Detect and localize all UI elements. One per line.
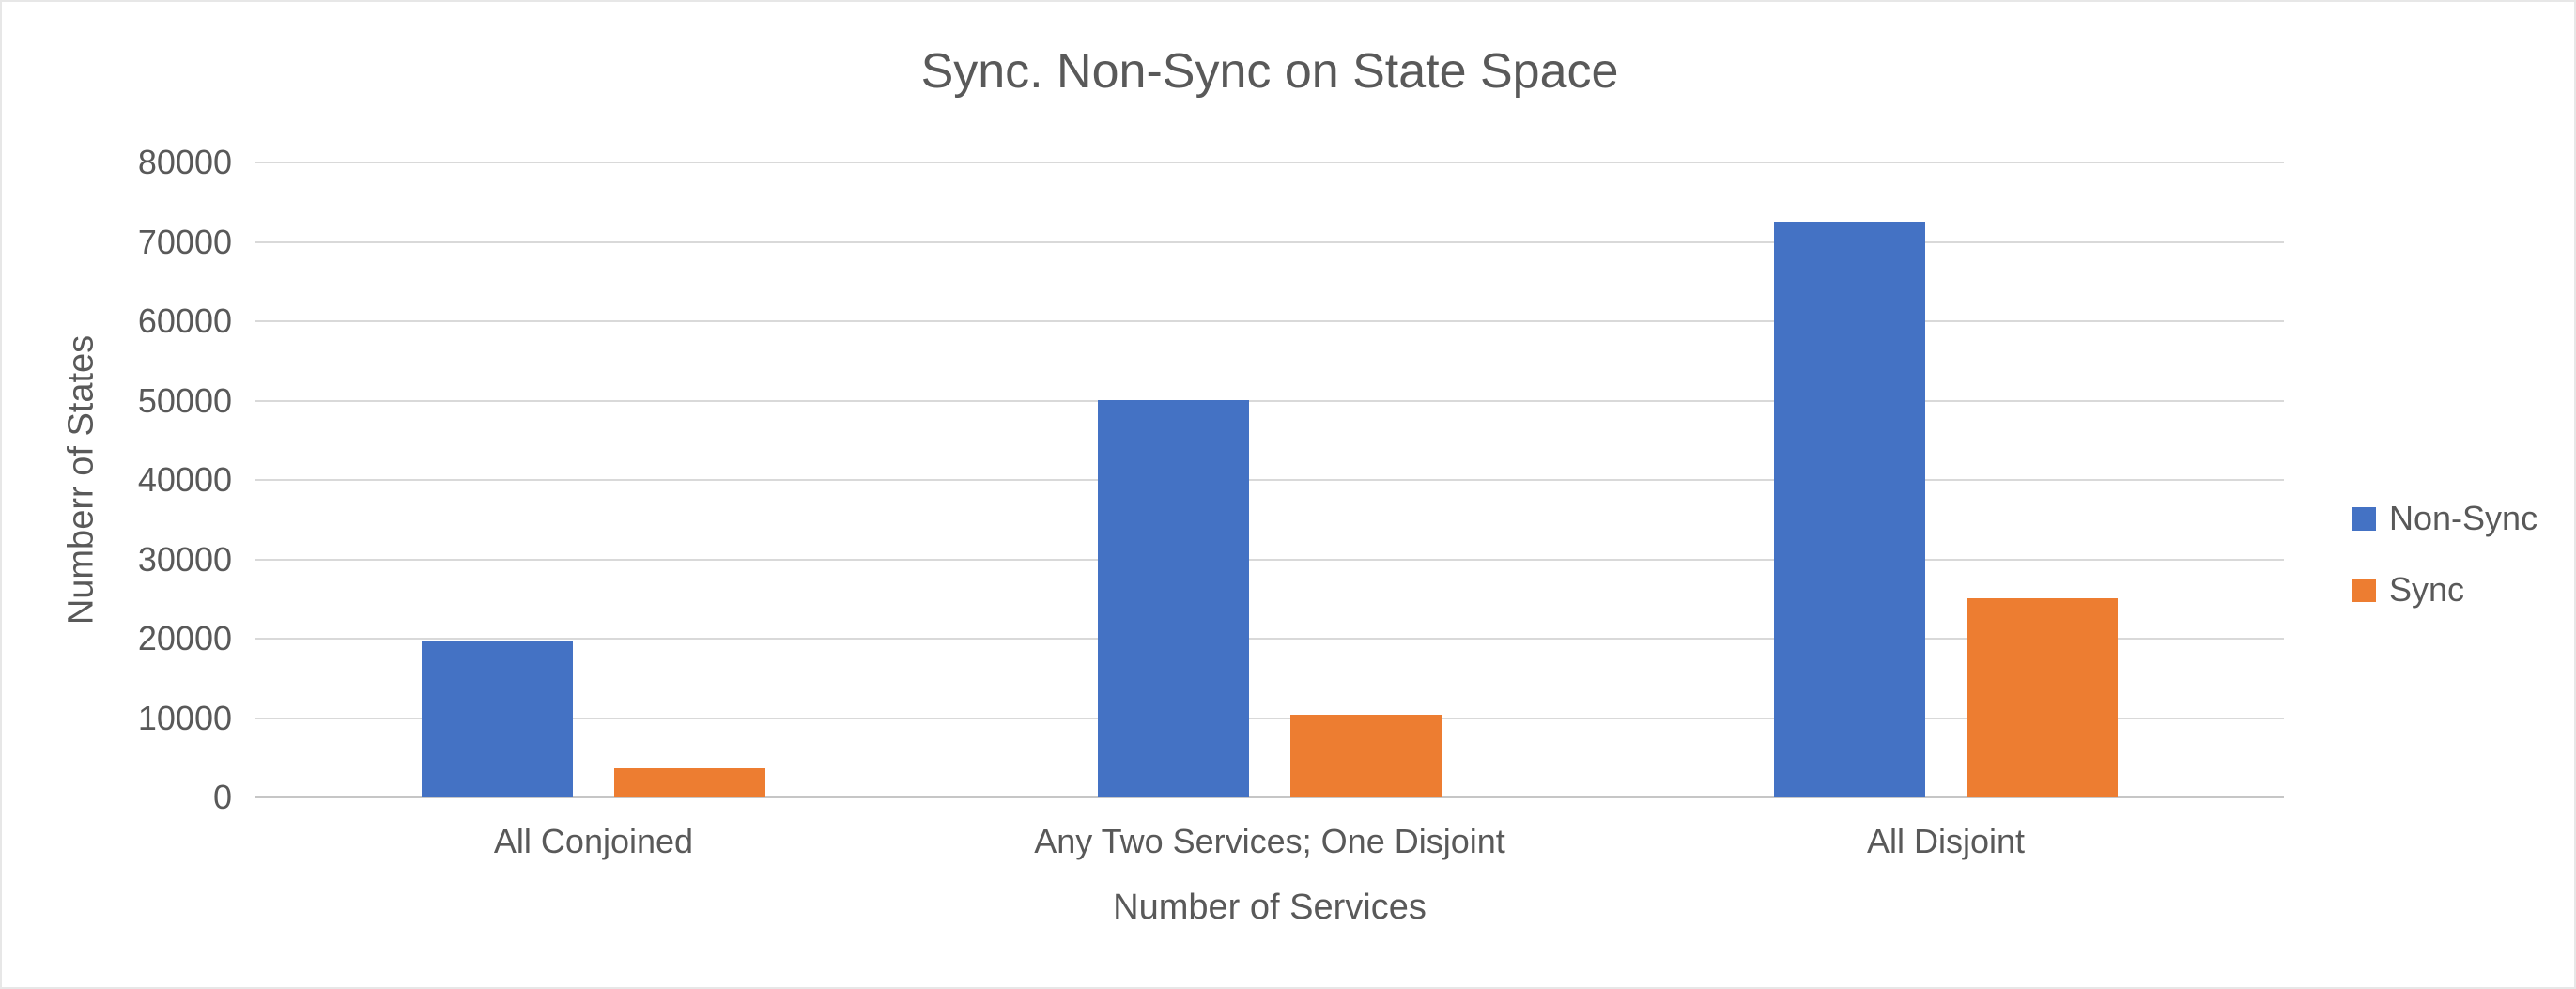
gridline-60000 bbox=[255, 320, 2284, 322]
y-tick-label-40000: 40000 bbox=[137, 460, 232, 499]
x-category-label-any-two-services-one-disjoint: Any Two Services; One Disjoint bbox=[1034, 822, 1505, 860]
legend: Non-Sync Sync bbox=[2352, 498, 2537, 641]
x-axis-title: Number of Services bbox=[1113, 888, 1427, 927]
gridline-30000 bbox=[255, 559, 2284, 561]
chart-title: Sync. Non-Sync on State Space bbox=[920, 44, 1619, 99]
y-tick-label-20000: 20000 bbox=[137, 619, 232, 657]
gridline-70000 bbox=[255, 241, 2284, 243]
y-tick-label-70000: 70000 bbox=[137, 223, 232, 261]
bar-sync-all-disjoint bbox=[1967, 598, 2118, 797]
y-tick-label-50000: 50000 bbox=[137, 381, 232, 420]
legend-swatch-sync bbox=[2352, 578, 2376, 602]
bar-sync-all-conjoined bbox=[614, 768, 765, 797]
gridline-10000 bbox=[255, 718, 2284, 719]
gridline-80000 bbox=[255, 162, 2284, 163]
y-tick-label-0: 0 bbox=[212, 778, 232, 816]
bar-non-sync-all-disjoint bbox=[1774, 222, 1925, 797]
gridline-50000 bbox=[255, 400, 2284, 402]
legend-item-sync: Sync bbox=[2352, 569, 2537, 610]
gridline-0 bbox=[255, 796, 2284, 798]
legend-label-sync: Sync bbox=[2389, 570, 2465, 609]
plot-area bbox=[255, 162, 2284, 798]
gridline-20000 bbox=[255, 638, 2284, 640]
x-category-label-all-disjoint: All Disjoint bbox=[1866, 822, 2026, 860]
x-category-label-all-conjoined: All Conjoined bbox=[493, 822, 694, 860]
bar-non-sync-all-conjoined bbox=[422, 641, 573, 797]
legend-label-non-sync: Non-Sync bbox=[2389, 499, 2538, 537]
bar-sync-any-two-services-one-disjoint bbox=[1290, 715, 1442, 797]
legend-swatch-non-sync bbox=[2352, 506, 2376, 531]
y-tick-label-30000: 30000 bbox=[137, 540, 232, 579]
bar-non-sync-any-two-services-one-disjoint bbox=[1098, 400, 1249, 797]
y-tick-label-10000: 10000 bbox=[137, 699, 232, 737]
gridline-40000 bbox=[255, 479, 2284, 481]
y-tick-label-60000: 60000 bbox=[137, 301, 232, 340]
y-tick-label-80000: 80000 bbox=[137, 143, 232, 181]
legend-item-non-sync: Non-Sync bbox=[2352, 498, 2537, 539]
